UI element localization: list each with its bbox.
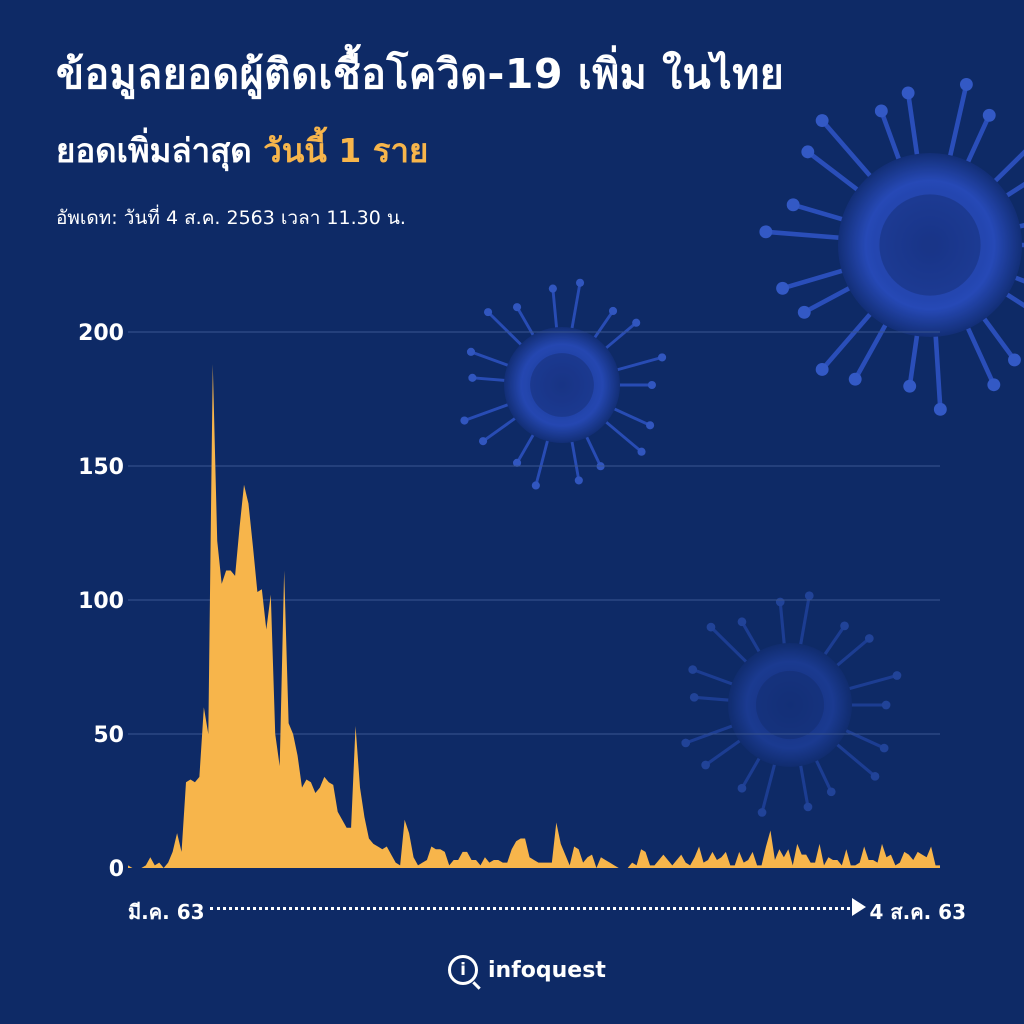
update-timestamp: อัพเดท: วันที่ 4 ส.ค. 2563 เวลา 11.30 น. — [56, 207, 406, 229]
y-tick-label: 0 — [109, 857, 124, 882]
y-axis-ticks: 0 50 100 150 200 — [78, 321, 124, 882]
subtitle-highlight: วันนี้ 1 ราย — [263, 131, 429, 170]
subtitle: ยอดเพิ่มล่าสุด วันนี้ 1 ราย — [56, 124, 428, 177]
timeline-dotted-line — [210, 907, 850, 910]
y-tick-label: 100 — [78, 589, 124, 614]
timeline-arrow-icon — [852, 898, 866, 916]
page-title: ข้อมูลยอดผู้ติดเชื้อโควิด-19 เพิ่ม ในไทย — [56, 50, 785, 98]
brand-name: infoquest — [488, 957, 606, 983]
x-axis-start-label: มี.ค. 63 — [128, 900, 205, 924]
daily-new-cases-area — [128, 364, 940, 868]
y-tick-label: 50 — [93, 723, 124, 748]
x-axis-end-label: 4 ส.ค. 63 — [869, 900, 966, 924]
y-tick-label: 150 — [78, 455, 124, 480]
magnifier-info-icon: i — [448, 955, 478, 985]
infoquest-logo: i infoquest — [448, 955, 606, 985]
subtitle-prefix: ยอดเพิ่มล่าสุด — [56, 131, 252, 170]
chart-area-series — [128, 364, 940, 868]
y-tick-label: 200 — [78, 321, 124, 346]
